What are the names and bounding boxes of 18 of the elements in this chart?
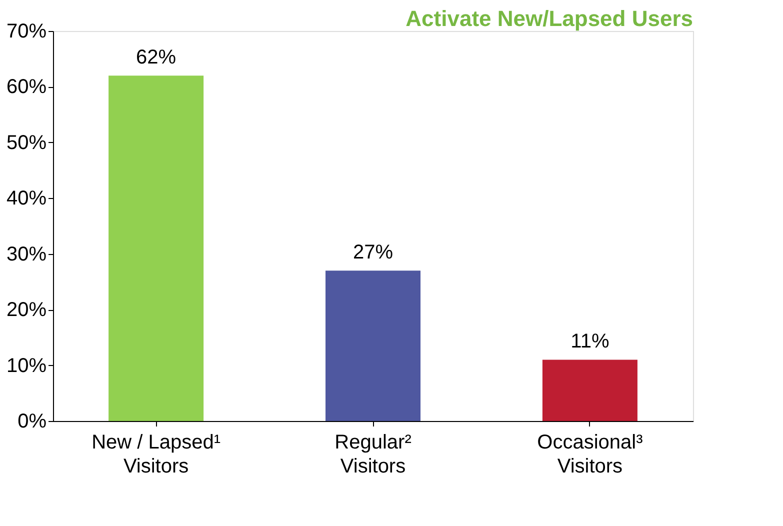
x-tick-label: Regular² Visitors [334,432,412,478]
y-tick-label: 70% [6,20,47,42]
x-tick-label: Occasional³ Visitors [537,432,644,478]
y-tick-label: 10% [6,354,47,377]
chart-title: Activate New/Lapsed Users [406,6,693,31]
y-tick-label: 0% [18,410,47,432]
y-tick-label: 60% [6,76,47,98]
y-tick-label: 40% [6,188,47,210]
bar [326,270,420,421]
bar [108,76,204,421]
data-label: 62% [136,46,176,69]
data-label: 11% [570,330,610,353]
bar [542,360,638,421]
y-tick-label: 30% [6,243,47,266]
x-tick-label: New / Lapsed¹ Visitors [92,432,221,478]
data-label: 27% [352,242,394,264]
y-tick-label: 50% [6,132,47,154]
y-tick-label: 20% [6,299,47,322]
